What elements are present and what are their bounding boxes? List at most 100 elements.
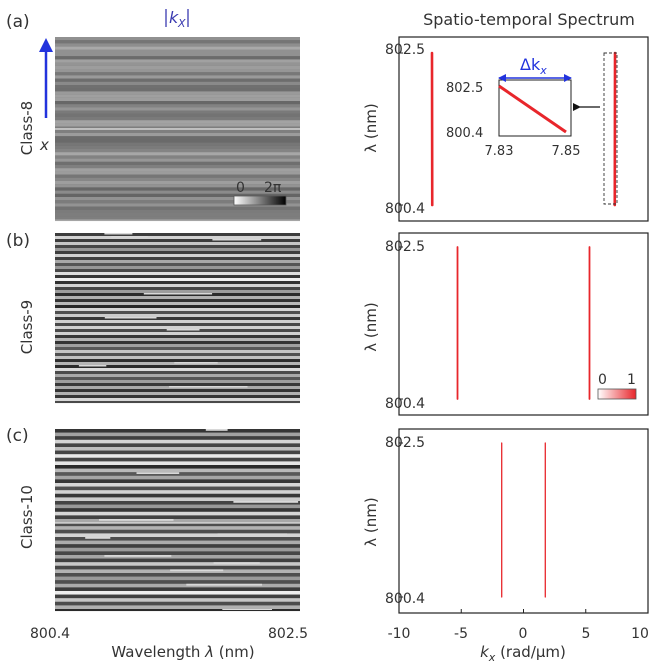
heatmap-stripe xyxy=(55,263,300,267)
heatmap-stripe xyxy=(55,547,300,552)
inset-ytick-top: 802.5 xyxy=(446,81,483,96)
heatmap-stripe xyxy=(55,209,300,214)
heatmap-stripe xyxy=(55,323,300,327)
heatmap-stripe xyxy=(55,551,300,556)
heatmap-stripe xyxy=(55,429,300,433)
heatmap-stripe xyxy=(55,281,300,285)
inset-xtick-right: 7.85 xyxy=(552,144,581,159)
heatmap-stripe xyxy=(55,85,300,89)
heatmap-stripe xyxy=(55,81,300,86)
heatmap-stripe xyxy=(55,155,300,159)
ytick-c-bot: 800.4 xyxy=(385,591,425,607)
heatmap-stripe-fragment xyxy=(170,569,224,572)
heatmap-stripe xyxy=(55,392,300,396)
heatmap-stripe xyxy=(55,75,300,79)
heatmap-stripe xyxy=(55,562,300,566)
delta-kx-text: Δk xyxy=(520,55,541,74)
heatmap-stripe xyxy=(55,254,300,258)
heatmap-stripe xyxy=(55,311,300,315)
heatmap-stripe xyxy=(55,436,300,440)
heatmap-stripe-fragment xyxy=(169,386,248,388)
heatmap-stripe xyxy=(55,573,300,577)
heatmap-stripe xyxy=(55,149,300,153)
heatmap-stripe xyxy=(55,511,300,516)
heatmap-stripe xyxy=(55,72,300,76)
inset-xtick-left: 7.83 xyxy=(485,144,514,159)
heatmap-stripe xyxy=(55,266,300,270)
ytick-b-bot: 800.4 xyxy=(385,396,425,412)
ytick-a-top: 802.5 xyxy=(385,42,425,58)
xtick-0: 0 xyxy=(519,626,528,642)
heatmap-stripe xyxy=(55,174,300,178)
panel-label-c: (c) xyxy=(6,426,29,446)
heatmap-stripe xyxy=(55,465,300,469)
heatmap-stripe xyxy=(55,272,300,276)
heatmap-stripe xyxy=(55,594,300,599)
heatmap-stripe-fragment xyxy=(222,609,272,610)
colorbar-phase-min: 0 xyxy=(236,180,245,196)
heatmap-stripe xyxy=(55,260,300,264)
heatmap-stripe xyxy=(55,359,300,363)
heatmap-stripe xyxy=(55,601,300,606)
heatmap-stripe xyxy=(55,605,300,610)
wl-tick-min: 800.4 xyxy=(30,626,70,642)
heatmap-stripe xyxy=(55,97,300,102)
heatmap-stripe xyxy=(55,200,300,204)
heatmap-stripe xyxy=(55,126,300,130)
colorbar-phase-max: 2π xyxy=(264,180,282,196)
delta-kx-label: Δkx xyxy=(520,55,547,77)
heatmap-stripe xyxy=(55,49,300,54)
kx-axis-k: k xyxy=(480,643,490,661)
heatmap-stripe xyxy=(55,251,300,255)
zoom-region-box xyxy=(603,52,618,205)
heatmap-stripe xyxy=(55,558,300,563)
spectrum-plot-a xyxy=(398,36,649,222)
kx-title-k: k xyxy=(169,8,179,27)
heatmap-stripe xyxy=(55,537,300,541)
plot-frame xyxy=(398,428,649,614)
ylabel-lambda-c: λ (nm) xyxy=(362,497,380,546)
heatmap-stripe xyxy=(55,305,300,309)
wavelength-label-unit: (nm) xyxy=(214,643,255,661)
heatmap-stripe xyxy=(55,165,300,169)
heatmap-stripe xyxy=(55,389,300,393)
wl-tick-max: 802.5 xyxy=(268,626,308,642)
heatmap-stripe xyxy=(55,540,300,545)
row-label-class8: Class-8 xyxy=(18,101,36,155)
heatmap-stripe xyxy=(55,62,300,66)
heatmap-stripe xyxy=(55,329,300,333)
heatmap-stripe xyxy=(55,203,300,207)
heatmap-stripe xyxy=(55,368,300,372)
heatmap-stripe xyxy=(55,248,300,252)
heatmap-stripe xyxy=(55,338,300,342)
heatmap-stripe xyxy=(55,139,300,143)
heatmap-stripe xyxy=(55,371,300,375)
colorbar-phase: 0 2π xyxy=(233,180,287,206)
heatmap-stripe xyxy=(55,184,300,188)
heatmap-stripe xyxy=(55,216,300,220)
heatmap-stripe xyxy=(55,443,300,448)
heatmap-stripe xyxy=(55,43,300,47)
heatmap-stripe xyxy=(55,515,300,520)
heatmap-stripe xyxy=(55,133,300,137)
heatmap-stripe xyxy=(55,320,300,324)
heatmap-stripe xyxy=(55,181,300,185)
heatmap-stripe xyxy=(55,486,300,491)
heatmap-stripe xyxy=(55,569,300,574)
heatmap-stripe-fragment xyxy=(205,429,228,431)
heatmap-stripe xyxy=(55,519,300,523)
heatmap-stripe xyxy=(55,78,300,82)
plot-frame xyxy=(398,232,649,416)
heatmap-stripe xyxy=(55,287,300,291)
heatmap-stripe xyxy=(55,483,300,487)
heatmap-stripe xyxy=(55,490,300,494)
heatmap-stripe xyxy=(55,152,300,156)
heatmap-stripe xyxy=(55,362,300,366)
heatmap-stripe xyxy=(55,278,300,282)
colorbar-intensity-max: 1 xyxy=(627,372,636,388)
heatmap-stripe xyxy=(55,275,300,279)
heatmap-stripe-fragment xyxy=(213,562,260,564)
heatmap-stripe xyxy=(55,88,300,92)
heatmap-stripe xyxy=(55,401,300,404)
